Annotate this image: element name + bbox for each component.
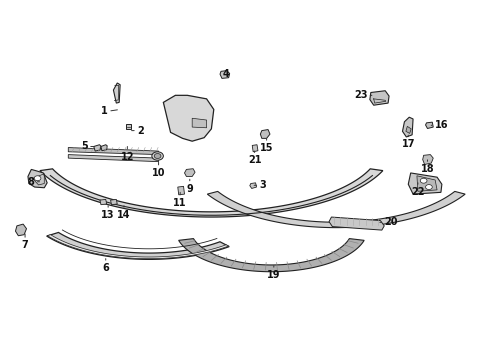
Polygon shape [207,192,465,228]
Polygon shape [406,126,411,134]
Polygon shape [370,91,389,105]
Polygon shape [68,148,159,154]
Polygon shape [16,224,26,236]
Polygon shape [408,173,442,194]
Text: 5: 5 [81,141,88,152]
Polygon shape [220,71,230,78]
Polygon shape [252,145,258,152]
Circle shape [152,152,163,160]
Polygon shape [402,117,413,137]
Text: 10: 10 [152,168,165,177]
Text: 3: 3 [259,180,266,190]
Text: 15: 15 [260,143,273,153]
Text: 19: 19 [267,270,281,280]
Polygon shape [40,169,383,217]
Polygon shape [250,183,257,189]
Text: 22: 22 [411,187,425,197]
Text: 11: 11 [173,198,187,208]
Circle shape [420,178,427,183]
Polygon shape [179,239,364,272]
Polygon shape [68,154,159,162]
Polygon shape [111,199,117,205]
Polygon shape [423,154,433,165]
Text: 14: 14 [117,210,131,220]
Circle shape [425,185,432,189]
Text: 12: 12 [121,152,134,162]
Text: 2: 2 [137,126,144,136]
Polygon shape [101,145,107,151]
Text: 13: 13 [101,210,115,220]
Text: 4: 4 [222,69,229,79]
Text: 6: 6 [102,263,109,273]
Polygon shape [126,124,131,129]
Polygon shape [260,130,270,138]
Polygon shape [178,186,185,195]
Polygon shape [113,83,120,103]
Circle shape [154,154,161,158]
Text: 9: 9 [186,184,193,194]
Polygon shape [329,217,384,230]
Text: 18: 18 [420,164,434,174]
Text: 7: 7 [22,240,28,250]
Polygon shape [48,235,229,259]
Polygon shape [28,170,47,188]
Polygon shape [417,176,437,191]
Text: 23: 23 [354,90,368,100]
Text: 17: 17 [401,139,415,149]
Polygon shape [425,122,433,129]
Text: 8: 8 [28,177,35,187]
Text: 1: 1 [101,106,108,116]
Text: 16: 16 [435,120,448,130]
Polygon shape [163,95,214,141]
Circle shape [34,176,41,181]
Polygon shape [94,145,101,151]
Polygon shape [185,169,195,176]
Text: 20: 20 [384,217,398,227]
Text: 21: 21 [248,155,261,165]
Polygon shape [192,118,207,128]
Polygon shape [100,199,107,205]
Polygon shape [47,233,229,259]
